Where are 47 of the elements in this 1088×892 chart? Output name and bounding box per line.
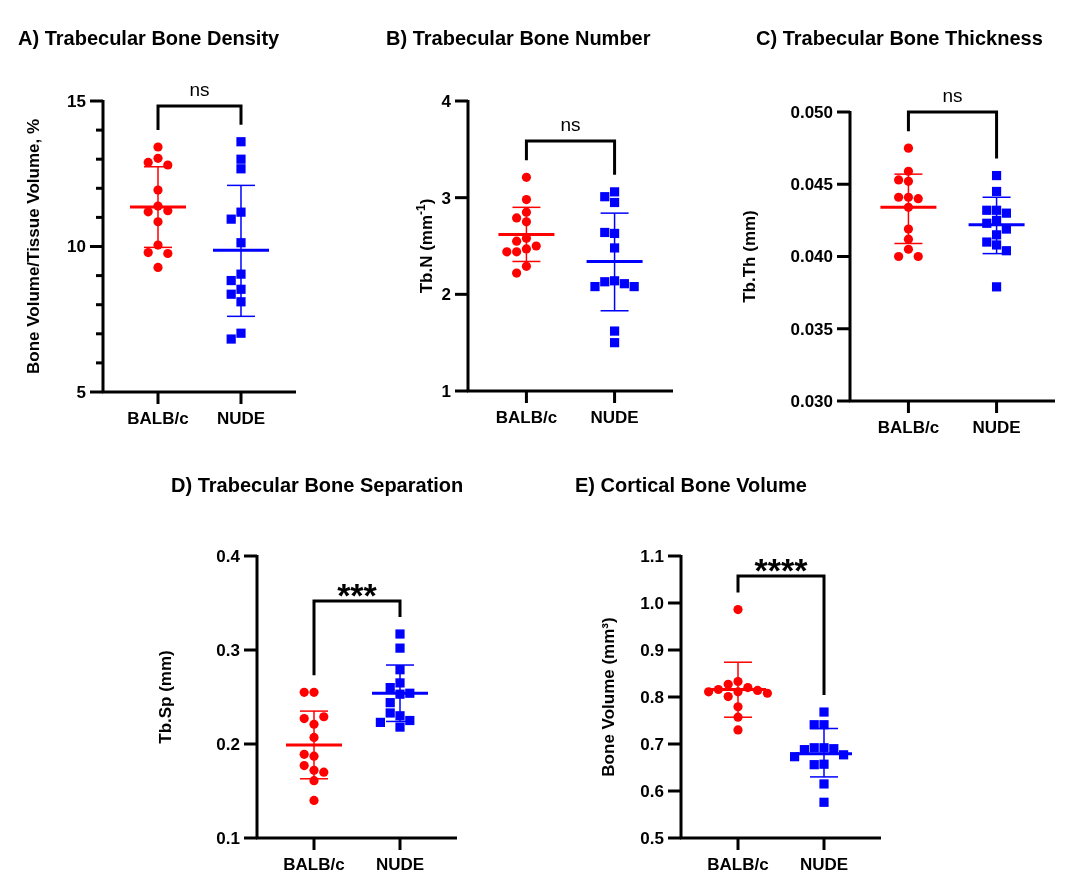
y-tick-label: 0.030 [790, 391, 833, 411]
x-tick-label: NUDE [216, 409, 266, 428]
x-tick-label: BALB/c [495, 408, 558, 427]
x-tick-label: BALB/c [127, 409, 189, 428]
y-tick-label: 0.9 [640, 640, 664, 660]
y-tick-label: 1.1 [640, 546, 664, 566]
y-tick-label: 10 [67, 237, 86, 257]
y-axis-title: Bone Volume (mm³) [599, 617, 618, 777]
y-tick-label: 15 [67, 91, 86, 111]
x-tick-label: NUDE [375, 855, 425, 874]
text: ns [942, 85, 963, 106]
x-tick-label: NUDE [590, 408, 639, 427]
y-tick-label: 0.6 [640, 781, 664, 801]
y-tick-label: 5 [76, 382, 86, 402]
x-tick-label: NUDE [972, 418, 1021, 437]
x-tick-label: BALB/c [877, 418, 940, 437]
x-tick-label: BALB/c [707, 855, 769, 874]
annotation: **** [754, 551, 809, 589]
y-tick-label: 0.050 [790, 102, 833, 122]
y-tick-label: 4 [441, 91, 452, 111]
y-tick-label: 0.045 [790, 175, 833, 195]
y-tick-label: 0.5 [640, 828, 664, 848]
y-tick-label: 1 [441, 381, 451, 401]
y-tick-label: 0.7 [640, 734, 664, 754]
y-tick-label: 0.3 [216, 640, 240, 660]
y-tick-label: 0.035 [790, 319, 833, 339]
y-axis-title: Tb.Sp (mm) [156, 650, 175, 744]
chart-title: E) Cortical Bone Volume [575, 474, 807, 496]
y-tick-label: 3 [441, 188, 451, 208]
chart-title: D) Trabecular Bone Separation [171, 474, 464, 496]
y-tick-label: 0.2 [216, 734, 240, 754]
y-tick-label: 0.4 [216, 546, 241, 566]
chart-title: C) Trabecular Bone Thickness [756, 27, 1043, 49]
y-tick-label: 0.040 [790, 247, 833, 267]
y-axis-title: Tb.Th (mm) [740, 210, 759, 303]
x-tick-label: NUDE [799, 855, 849, 874]
chart-title: B) Trabecular Bone Number [386, 27, 651, 49]
y-tick-label: 1.0 [640, 593, 664, 613]
y-tick-label: 0.8 [640, 687, 664, 707]
text: ns [189, 79, 210, 100]
y-axis-title: Bone Volume/Tissue Volume, % [24, 118, 43, 375]
annotation: *** [337, 576, 378, 614]
chart-title: A) Trabecular Bone Density [18, 27, 281, 49]
annotation: ns [560, 114, 581, 135]
y-tick-label: 0.1 [216, 828, 240, 848]
x-tick-label: BALB/c [283, 855, 345, 874]
y-tick-label: 2 [441, 285, 451, 305]
